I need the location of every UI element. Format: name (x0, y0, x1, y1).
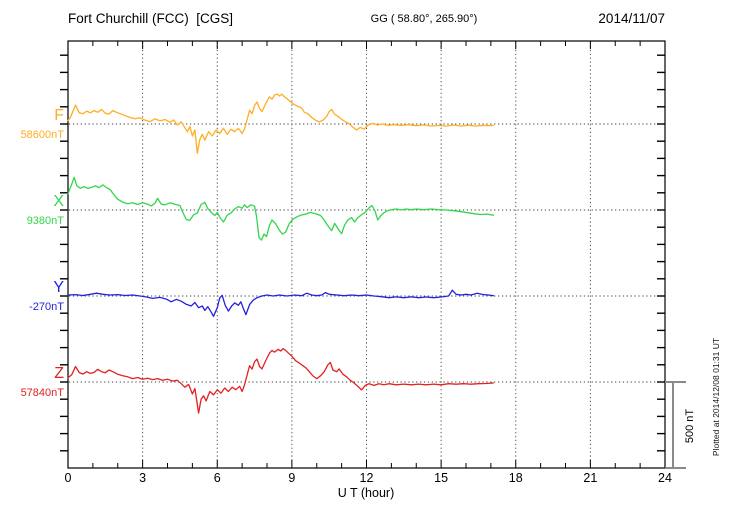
component-block-z: Z 57840nT (2, 366, 64, 399)
plot-footer-note: Plotted at 2014/12/08 01:31 UT (711, 337, 721, 457)
x-tick-label: 21 (583, 471, 598, 485)
plot-date: 2014/11/07 (598, 11, 665, 26)
trace-x (67, 176, 495, 241)
scale-bar-label: 500 nT (684, 408, 696, 444)
x-axis-title: U T (hour) (337, 486, 395, 500)
x-tick-label: 0 (64, 471, 72, 485)
x-tick-label: 12 (359, 471, 374, 485)
x-tick-label: 6 (213, 471, 221, 485)
trace-z (67, 347, 495, 414)
x-tick-label: 18 (508, 471, 523, 485)
component-baseline-value-x: 9380nT (26, 215, 64, 227)
trace-f (67, 93, 495, 154)
component-baseline-value-z: 57840nT (20, 387, 64, 399)
trace-y (67, 289, 495, 317)
component-block-f: F 58600nT (2, 108, 64, 141)
component-block-x: X 9380nT (2, 194, 64, 227)
component-label-y: Y (53, 279, 64, 296)
station-coordinates: GG ( 58.80°, 265.90°) (370, 13, 478, 25)
component-block-y: Y -270nT (2, 280, 64, 313)
component-label-x: X (53, 193, 64, 210)
station-title: Fort Churchill (FCC) [CGS] (68, 11, 234, 26)
x-tick-label: 15 (434, 471, 449, 485)
component-label-f: F (54, 107, 64, 124)
x-tick-label: 24 (658, 471, 672, 485)
component-baseline-value-f: 58600nT (20, 129, 64, 141)
x-tick-label: 9 (288, 471, 296, 485)
component-baseline-value-y: -270nT (29, 301, 64, 313)
x-tick-label: 3 (139, 471, 147, 485)
component-label-z: Z (54, 365, 64, 382)
